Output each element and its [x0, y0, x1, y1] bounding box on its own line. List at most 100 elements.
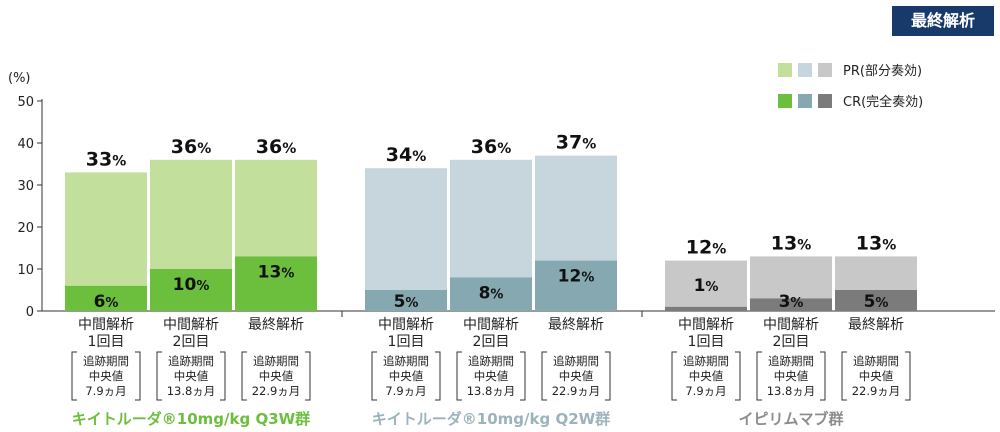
total-percent-label: 36%: [471, 136, 511, 158]
x-category-label-line2: 2回目: [173, 334, 210, 350]
cr-bar-segment: [535, 260, 617, 311]
cr-percent-label: 12%: [558, 267, 595, 287]
follow-up-text: 13.8ヵ月: [167, 384, 216, 398]
x-category-label: 中間解析: [78, 317, 134, 333]
pr-bar-segment: [750, 256, 832, 299]
total-percent-label: 13%: [856, 232, 896, 254]
bracket-left: [841, 351, 847, 401]
follow-up-text: 7.9ヵ月: [685, 384, 726, 398]
pr-bar-segment: [535, 155, 617, 261]
follow-up-text: 中央値: [559, 369, 594, 383]
legend-cr-swatch: [818, 94, 832, 108]
bracket-left: [71, 351, 77, 401]
legend-pr-swatch: [818, 63, 832, 77]
x-category-label: 中間解析: [678, 317, 734, 333]
bracket-right: [305, 351, 311, 401]
x-category-label: 最終解析: [548, 317, 604, 333]
follow-up-text: 追跡期間: [468, 354, 514, 368]
follow-up-text: 13.8ヵ月: [467, 384, 516, 398]
cr-percent-label: 1%: [694, 276, 719, 296]
pr-bar-segment: [365, 168, 447, 290]
y-tick-label: 10: [17, 263, 34, 278]
x-category-label-line2: 1回目: [388, 334, 425, 350]
total-percent-label: 12%: [686, 237, 726, 259]
x-category-label: 中間解析: [163, 317, 219, 333]
x-category-label: 中間解析: [763, 317, 819, 333]
follow-up-text: 追跡期間: [168, 354, 214, 368]
bracket-right: [820, 351, 826, 401]
total-percent-label: 34%: [386, 144, 426, 166]
cr-percent-label: 5%: [864, 292, 889, 312]
legend-cr-label: CR(完全奏効): [843, 94, 923, 110]
legend-pr-label: PR(部分奏効): [843, 64, 922, 79]
bracket-left: [456, 351, 462, 401]
y-tick-label: 50: [17, 95, 34, 110]
x-category-label: 最終解析: [248, 317, 304, 333]
follow-up-text: 追跡期間: [253, 354, 299, 368]
follow-up-text: 13.8ヵ月: [767, 384, 816, 398]
follow-up-text: 中央値: [259, 369, 294, 383]
cr-bar-segment: [150, 269, 232, 311]
bracket-left: [241, 351, 247, 401]
cr-bar-segment: [65, 285, 147, 311]
follow-up-text: 22.9ヵ月: [852, 384, 901, 398]
cr-percent-label: 8%: [479, 283, 504, 303]
pr-bar-segment: [150, 159, 232, 269]
bracket-right: [135, 351, 141, 401]
follow-up-text: 中央値: [774, 369, 809, 383]
bracket-right: [605, 351, 611, 401]
cr-percent-label: 10%: [173, 275, 210, 295]
cr-bar-segment: [665, 306, 747, 311]
total-percent-label: 13%: [771, 232, 811, 254]
follow-up-text: 追跡期間: [553, 354, 599, 368]
pr-bar-segment: [835, 256, 917, 290]
cr-bar-segment: [835, 290, 917, 311]
follow-up-text: 追跡期間: [853, 354, 899, 368]
total-percent-label: 37%: [556, 132, 596, 154]
pr-bar-segment: [235, 159, 317, 257]
cr-bar-segment: [750, 298, 832, 311]
bracket-right: [520, 351, 526, 401]
y-tick-label: 0: [26, 305, 34, 320]
pr-bar-segment: [665, 260, 747, 307]
cr-bar-segment: [450, 277, 532, 311]
group-name-label: キイトルーダ®10mg/kg Q2W群: [372, 410, 610, 428]
bracket-right: [905, 351, 911, 401]
x-category-label-line2: 2回目: [473, 334, 510, 350]
cr-bar-segment: [365, 290, 447, 311]
group-name-label: イピリムマブ群: [738, 410, 843, 428]
y-tick-label: 30: [17, 179, 34, 194]
legend-cr-swatch: [798, 94, 812, 108]
cr-percent-label: 5%: [394, 292, 419, 312]
follow-up-text: 中央値: [89, 369, 124, 383]
bracket-left: [156, 351, 162, 401]
follow-up-text: 22.9ヵ月: [552, 384, 601, 398]
follow-up-text: 中央値: [174, 369, 209, 383]
follow-up-text: 7.9ヵ月: [85, 384, 126, 398]
cr-bar-segment: [235, 256, 317, 311]
follow-up-text: 中央値: [474, 369, 509, 383]
follow-up-text: 22.9ヵ月: [252, 384, 301, 398]
y-axis-unit: (%): [8, 71, 31, 86]
bracket-left: [671, 351, 677, 401]
x-category-label-line2: 2回目: [773, 334, 810, 350]
bracket-right: [735, 351, 741, 401]
follow-up-text: 追跡期間: [768, 354, 814, 368]
follow-up-text: 追跡期間: [383, 354, 429, 368]
x-category-label: 最終解析: [848, 317, 904, 333]
legend-pr-swatch: [778, 63, 792, 77]
x-category-label: 中間解析: [463, 317, 519, 333]
cr-percent-label: 6%: [94, 292, 119, 312]
x-category-label-line2: 1回目: [88, 334, 125, 350]
bracket-left: [541, 351, 547, 401]
follow-up-text: 中央値: [859, 369, 894, 383]
legend-pr-swatch: [798, 63, 812, 77]
follow-up-text: 追跡期間: [683, 354, 729, 368]
follow-up-text: 中央値: [689, 369, 724, 383]
bracket-right: [435, 351, 441, 401]
follow-up-text: 追跡期間: [83, 354, 129, 368]
pr-bar-segment: [450, 159, 532, 278]
cr-percent-label: 13%: [258, 262, 295, 282]
